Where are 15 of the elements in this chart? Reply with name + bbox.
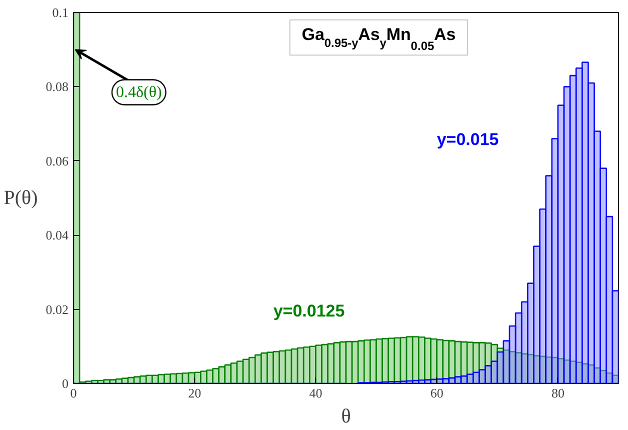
y-axis-title: P(θ) bbox=[4, 187, 38, 209]
y-tick-label: 0.06 bbox=[46, 153, 69, 168]
y-tick-label: 0.04 bbox=[46, 228, 69, 243]
x-axis-title: θ bbox=[341, 406, 351, 428]
series-label: y=0.0125 bbox=[273, 301, 345, 320]
x-tick-label: 60 bbox=[430, 386, 444, 400]
y-tick-label: 0.08 bbox=[46, 79, 68, 94]
y-tick-label: 0.02 bbox=[46, 302, 68, 317]
text: y=0.015 bbox=[436, 130, 499, 149]
x-tick-label: 40 bbox=[309, 386, 322, 400]
x-tick-label: 20 bbox=[188, 386, 202, 400]
y-tick-label: 0 bbox=[62, 376, 68, 391]
x-tick-label: 80 bbox=[551, 386, 564, 400]
y-tick-label: 0.1 bbox=[52, 5, 68, 20]
annotation: 0.4δ(θ) bbox=[116, 84, 162, 101]
